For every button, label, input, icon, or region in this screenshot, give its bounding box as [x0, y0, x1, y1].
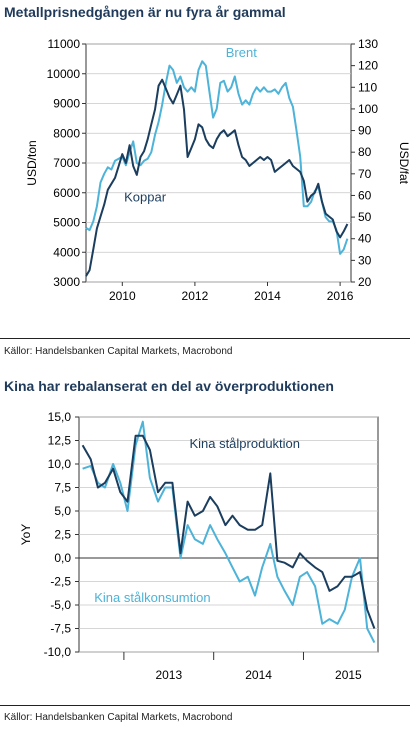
- chart1-y2-axis-label: USD/fat: [397, 142, 410, 185]
- chart1-y-tick-label: 3000: [53, 275, 80, 289]
- chart1-y-tick-label: 5000: [53, 216, 80, 230]
- chart1-source: Källor: Handelsbanken Capital Markets, M…: [4, 346, 233, 357]
- chart1-y2-tick-label: 60: [358, 188, 372, 202]
- chart1-y-tick-label: 11000: [48, 37, 81, 51]
- stalkonsumtion-series-label: Kina stålkonsumtion: [94, 590, 210, 605]
- brent-series-line: [85, 60, 349, 255]
- chart1-y2-tick-label: 30: [358, 253, 372, 267]
- chart1-y2-tick-label: 20: [358, 275, 372, 289]
- chart2-y-tick-label: 0,0: [54, 551, 71, 565]
- chart1-plot: 3000 4000 5000 6000 7000 8000 9000 10000 11000 20…: [25, 37, 410, 303]
- chart1-y2-tick-label: 90: [358, 124, 372, 138]
- chart2-title: Kina har rebalanserat en del av överprod…: [4, 378, 334, 394]
- chart1-y-tick-label: 9000: [53, 97, 80, 111]
- chart2-y-tick-label: 2,5: [54, 528, 71, 542]
- koppar-series-line: [85, 78, 349, 277]
- chart1-y2-tick-label: 80: [358, 145, 372, 159]
- chart2-y-tick-label: 7,5: [54, 481, 71, 495]
- chart1-y-tick-label: 4000: [53, 245, 80, 259]
- chart2-x-tick-label: 2013: [155, 668, 182, 682]
- chart2-y-tick-label: -5,0: [50, 598, 71, 612]
- brent-series-label: Brent: [226, 45, 257, 60]
- chart2-x-tick-label: 2015: [335, 668, 362, 682]
- chart1-y2-tick-label: 100: [358, 102, 378, 116]
- chart1-y2-tick-label: 120: [358, 59, 378, 73]
- chart1-title: Metallprisnedgången är nu fyra år gammal: [4, 4, 286, 20]
- chart2-x-tick-label: 2014: [245, 668, 272, 682]
- chart1-y2-tick-label: 130: [358, 37, 378, 51]
- chart1-y-tick-label: 8000: [53, 126, 80, 140]
- chart2-y-tick-label: -7,5: [50, 622, 71, 636]
- stalproduktion-series-line: [81, 434, 376, 629]
- chart2-y-tick-label: -10,0: [44, 645, 72, 659]
- chart2-y-axis-label: YoY: [19, 524, 33, 546]
- chart1-divider: [0, 338, 410, 339]
- chart1-x-tick-label: 2014: [254, 289, 281, 303]
- chart1-y-tick-label: 10000: [47, 67, 81, 81]
- chart2-source: Källor: Handelsbanken Capital Markets, M…: [4, 712, 233, 723]
- chart2-plot: -10,0 -7,5 -5,0 -2,5 0,0 2,5 5,0 7,5 10,0 12,5 15,…: [19, 410, 379, 682]
- chart1-x-tick-label: 2010: [109, 289, 136, 303]
- chart2-divider: [0, 705, 410, 706]
- chart1-y-axis-label: USD/ton: [25, 140, 39, 185]
- chart1-x-tick-label: 2016: [327, 289, 354, 303]
- chart2-y-tick-label: 12,5: [48, 434, 72, 448]
- chart1-y2-tick-label: 40: [358, 232, 372, 246]
- chart1-x-tick-label: 2012: [182, 289, 209, 303]
- stalproduktion-series-label: Kina stålproduktion: [189, 436, 300, 451]
- chart2-y-tick-label: 5,0: [54, 504, 71, 518]
- chart1-y2-tick-label: 50: [358, 210, 372, 224]
- koppar-series-label: Koppar: [124, 190, 167, 205]
- chart2-y-tick-label: 10,0: [48, 457, 72, 471]
- chart1-y-tick-label: 7000: [53, 156, 80, 170]
- chart2-y-tick-label: -2,5: [50, 575, 71, 589]
- chart2-y-tick-label: 15,0: [48, 410, 72, 424]
- chart1-y2-tick-label: 70: [358, 167, 372, 181]
- chart1-y2-tick-label: 110: [358, 80, 377, 94]
- stalkonsumtion-series-line: [82, 420, 376, 644]
- chart1-y-tick-label: 6000: [53, 186, 80, 200]
